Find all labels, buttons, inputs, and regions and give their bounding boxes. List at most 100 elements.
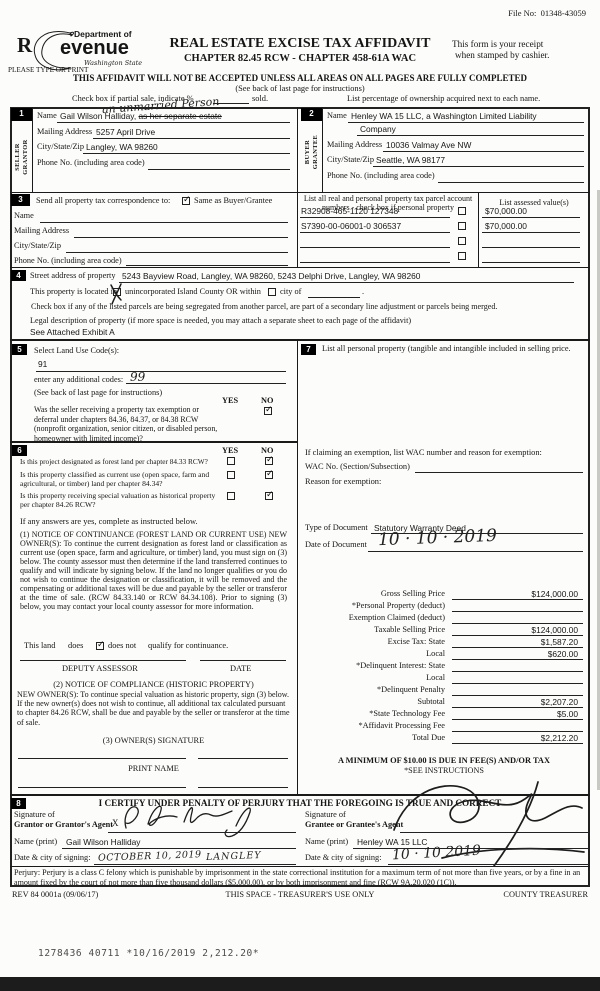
assessed-value-1: $70,000.00	[485, 206, 527, 216]
buyer-name-line1	[348, 122, 584, 123]
tax-label-delinq-local: Local	[426, 673, 445, 682]
owner-sig-line-2	[198, 758, 288, 759]
buyer-phone-line	[438, 182, 584, 183]
perjury-statement: Perjury: Perjury is a class C felony whi…	[14, 868, 581, 887]
tax-label-excise-state: Excise Tax: State	[387, 637, 445, 646]
file-number: File No: 01348-43059	[508, 8, 586, 18]
buyer-mailing-line	[383, 151, 584, 152]
additional-codes-line	[126, 383, 286, 384]
land-use-label: Select Land Use Code(s):	[34, 346, 120, 355]
wac-label: WAC No. (Section/Subsection)	[305, 462, 410, 471]
deputy-line	[20, 660, 186, 661]
buyer-name-line2	[357, 135, 584, 136]
footer-treasurer-space: THIS SPACE - TREASURER'S USE ONLY	[225, 890, 375, 899]
parcel-personal-checkbox-1	[458, 207, 466, 215]
parcel-line-3	[300, 247, 450, 248]
revenue-logo-r: R	[17, 33, 33, 57]
land-does: does	[68, 641, 84, 650]
deputy-assessor-label: DEPUTY ASSESSOR	[62, 664, 138, 673]
scan-edge-artifact	[597, 190, 600, 790]
notice-compliance: NEW OWNER(S): To continue special valuat…	[17, 690, 290, 727]
partial-sale-prefix: Check box if partial sale, indicate %	[72, 94, 194, 103]
section7-marker: 7	[301, 344, 316, 355]
tax-line-delinq-local	[452, 683, 583, 684]
land-use-value: 91	[38, 359, 48, 369]
parcel-personal-checkbox-4	[458, 252, 466, 260]
tax-line-personal	[452, 611, 583, 612]
buyer-name-label: Name	[327, 111, 347, 120]
sec5-yes-header: YES	[222, 396, 239, 405]
corr-city-label: City/State/Zip	[14, 241, 62, 250]
grantor-date-line	[94, 864, 296, 865]
seller-city-value: Langley, WA 98260	[86, 141, 158, 152]
sec5-exemption-question: Was the seller receiving a property tax …	[34, 405, 218, 443]
tax-label-personal: *Personal Property (deduct)	[351, 601, 445, 610]
owners-signature-label: (3) OWNER(S) SIGNATURE	[102, 736, 205, 745]
seller-mailing-value: 5257 April Drive	[96, 126, 156, 137]
assessed-value-2: $70,000.00	[485, 221, 527, 231]
section4-marker: 4	[11, 270, 26, 281]
parcel-personal-checkbox-2	[458, 222, 466, 230]
buyer-name-value-l2: Company	[360, 123, 396, 134]
grantee-name-line	[353, 848, 588, 849]
parcel-header-l1: List all real and personal property tax …	[303, 194, 473, 203]
sec5-no-checkbox	[264, 405, 273, 415]
buyer-side-top: BUYER	[304, 139, 311, 165]
seller-sidecol-border	[32, 107, 33, 192]
section8-marker: 8	[11, 798, 26, 809]
tax-value-excise-state: $1,587.20	[540, 636, 578, 647]
land-does-not: does not	[108, 641, 137, 650]
divider-sec6-top	[10, 441, 298, 443]
notice-compliance-title: (2) NOTICE OF COMPLIANCE (HISTORIC PROPE…	[53, 680, 254, 689]
segregated-note: Check box if any of the listed parcels a…	[31, 302, 498, 311]
section1-marker: 1	[11, 108, 32, 121]
grantee-signature	[393, 781, 585, 867]
buyer-mailing-value: 10036 Valmay Ave NW	[386, 139, 472, 150]
tax-label-taxable: Taxable Selling Price	[374, 625, 445, 634]
assessed-line-2	[482, 232, 580, 233]
tax-line-taxable	[452, 635, 583, 636]
section2-marker: 2	[301, 108, 322, 121]
buyer-city-value: Seattle, WA 98177	[376, 154, 446, 165]
sec6-q1: Is this project designated as forest lan…	[20, 457, 208, 466]
legal-desc-value: See Attached Exhibit A	[30, 326, 115, 337]
q3-yes-checkbox	[227, 492, 235, 500]
additional-codes-handwritten: 99	[130, 370, 146, 384]
tax-label-local: Local	[426, 649, 445, 658]
seller-mailing-label: Mailing Address	[37, 127, 93, 136]
footer-county-treasurer: COUNTY TREASURER	[503, 890, 588, 899]
seller-name-struck: as her separate estate	[138, 110, 222, 121]
buyer-city-line	[373, 166, 584, 167]
doc-type-value: Statutory Warranty Deed	[374, 522, 466, 533]
corr-name-line	[40, 222, 288, 223]
seller-city-label: City/State/Zip	[37, 142, 85, 151]
land-use-line	[36, 371, 286, 372]
sec6-q2: Is this property classified as current u…	[20, 470, 210, 489]
buyer-name-value-l1: Henley WA 15 LLC, a Washington Limited L…	[351, 110, 537, 121]
corr-mailing-label: Mailing Address	[14, 226, 70, 235]
divider-sec4-bottom	[10, 339, 590, 341]
exemption-note: If claiming an exemption, list WAC numbe…	[305, 448, 542, 457]
see-instructions-note: *SEE INSTRUCTIONS	[404, 766, 484, 775]
sec6-yes-header: YES	[222, 446, 239, 455]
print-name-line-2	[198, 787, 288, 788]
minimum-due-note: A MINIMUM OF $10.00 IS DUE IN FEE(S) AND…	[337, 756, 551, 765]
section3-marker: 3	[11, 194, 30, 206]
seller-name-value: Gail Wilson Halliday, as her separate es…	[60, 111, 222, 121]
grantee-name-value: Henley WA 15 LLC	[357, 836, 428, 847]
buyer-phone-label: Phone No. (including area code)	[327, 171, 435, 180]
file-number-value: 01348-43059	[540, 8, 586, 18]
partial-sale-note: Check box if partial sale, indicate %	[72, 94, 194, 103]
additional-codes-label: enter any additional codes:	[34, 375, 124, 384]
land-prefix: This land	[24, 641, 56, 650]
same-as-buyer-checkbox	[182, 195, 191, 205]
parcel-personal-checkbox-3	[458, 237, 466, 245]
grantee-date-line	[388, 864, 588, 865]
seller-name-line	[57, 122, 290, 123]
parcel-header-l2: numbers - check box if personal property	[322, 203, 454, 212]
q2-yes-checkbox	[227, 471, 235, 479]
located-prefix: This property is located in	[30, 287, 118, 296]
tax-label-total: Total Due	[412, 733, 445, 742]
receipt-note-line2: when stamped by cashier.	[455, 50, 550, 60]
